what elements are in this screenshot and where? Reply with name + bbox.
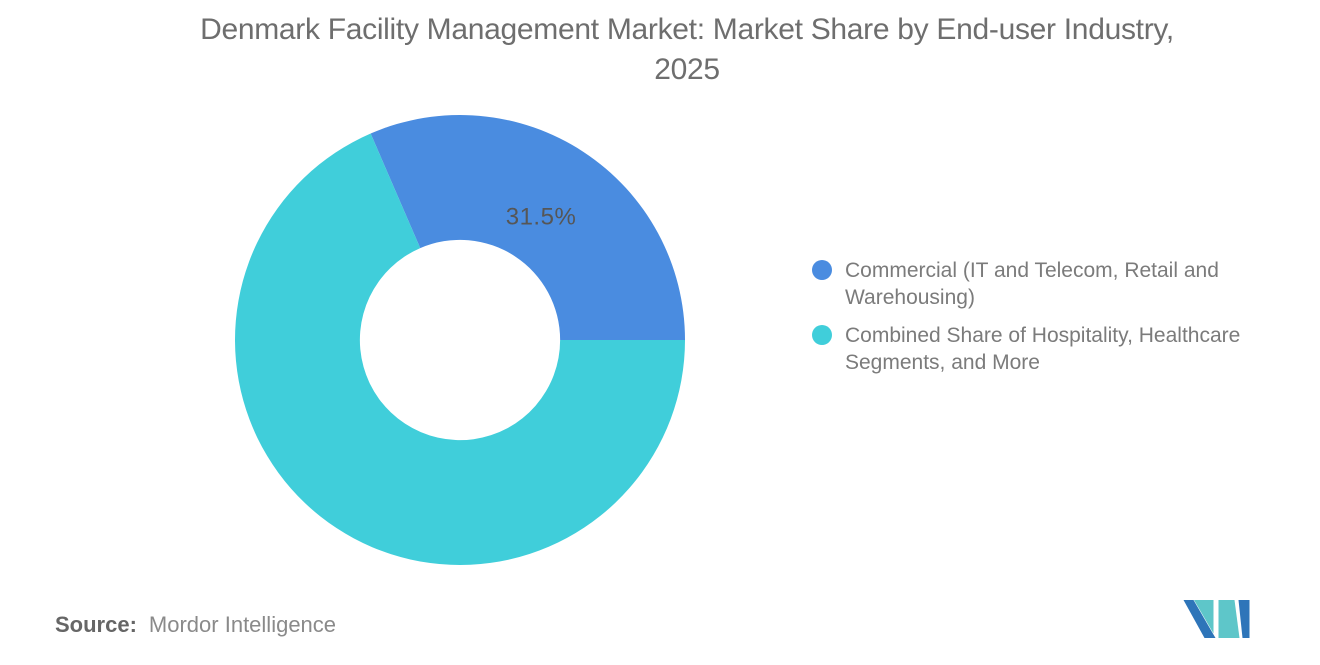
legend-item-commercial[interactable]: Commercial (IT and Telecom, Retail and W… xyxy=(812,257,1290,311)
logo-right-blue-shape xyxy=(1238,600,1250,638)
donut-chart: 31.5% xyxy=(235,115,685,565)
legend: Commercial (IT and Telecom, Retail and W… xyxy=(812,257,1290,376)
slice-data-label: 31.5% xyxy=(506,204,577,231)
mordor-intelligence-logo xyxy=(1183,600,1250,638)
legend-swatch-combined-share-icon xyxy=(812,325,832,345)
donut-svg: 31.5% xyxy=(235,115,685,565)
source-note: Source: Mordor Intelligence xyxy=(55,612,336,638)
logo-right-teal-shape xyxy=(1218,600,1240,638)
legend-item-combined-share[interactable]: Combined Share of Hospitality, Healthcar… xyxy=(812,322,1290,376)
chart-title-line-1: Denmark Facility Management Market: Mark… xyxy=(200,13,1174,46)
chart-title-line-2: 2025 xyxy=(654,53,720,86)
legend-label-commercial: Commercial (IT and Telecom, Retail and W… xyxy=(845,259,1219,309)
source-label: Source: xyxy=(55,612,137,637)
legend-swatch-commercial-icon xyxy=(812,260,832,280)
chart-title: Denmark Facility Management Market: Mark… xyxy=(0,10,1320,90)
donut-slice-0[interactable] xyxy=(370,115,685,340)
source-text: Mordor Intelligence xyxy=(148,612,337,637)
logo-left-blue-shape xyxy=(1183,600,1216,638)
legend-label-combined-share: Combined Share of Hospitality, Healthcar… xyxy=(845,324,1241,374)
logo-left-teal-shape xyxy=(1194,600,1214,634)
donut-slice-1[interactable] xyxy=(235,133,685,565)
